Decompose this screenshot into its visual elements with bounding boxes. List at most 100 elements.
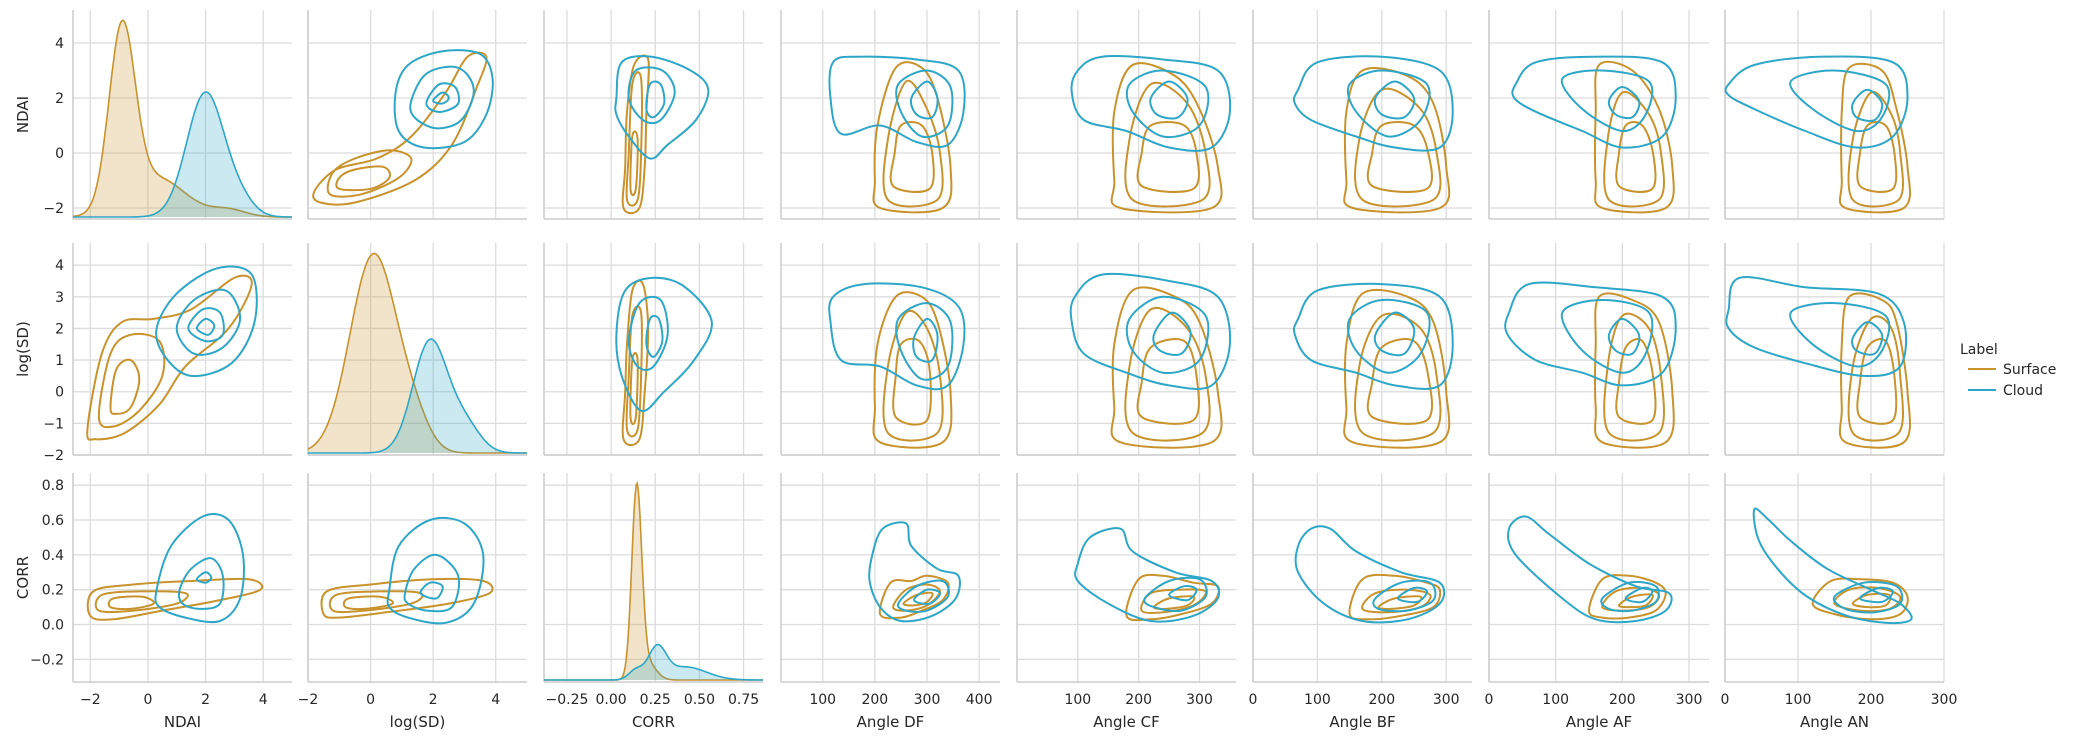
contour-cloud [409,65,475,130]
x-tick-label: 300 [1186,692,1213,708]
y-tick-label: 2 [55,91,64,107]
y-tick-label: 0.8 [42,478,64,494]
contour-cloud [403,553,461,613]
contour-cloud [419,581,444,600]
contour-surface [1838,62,1911,214]
x-tick-label: 0.00 [596,692,627,708]
contour-cloud [1511,55,1677,149]
x-axis-label: Angle DF [857,713,925,731]
panel-r2-c0 [72,473,292,683]
contour-surface [320,577,494,619]
contour-surface [1354,312,1442,442]
contour-surface [625,71,643,207]
x-tick-label: 2 [201,692,210,708]
contour-surface [342,595,395,611]
legend-label-cloud: Cloud [2003,383,2043,399]
contour-cloud [828,282,966,391]
contour-surface [889,121,935,193]
y-tick-label: 2 [55,321,64,337]
contour-surface [1838,292,1911,449]
contour-cloud [1373,80,1416,120]
contour-cloud [195,571,213,584]
x-tick-label: 0 [1721,692,1730,708]
x-tick-label: 4 [491,692,500,708]
x-tick-label: 0.75 [728,692,759,708]
contour-cloud [1294,525,1446,624]
contour-cloud [1292,282,1454,390]
y-tick-label: 0.2 [42,583,64,599]
contour-cloud [1624,586,1654,604]
y-tick-label: 0.4 [42,548,64,564]
y-tick-label: −2 [43,448,64,464]
kde-fill-surface [73,20,292,218]
x-tick-label: 0 [143,692,152,708]
contour-surface [1833,586,1902,613]
contour-cloud [154,513,245,624]
contour-cloud [1607,317,1641,356]
contour-surface [1594,60,1675,214]
panel-r1-c6 [1488,243,1709,456]
contour-surface [892,337,932,426]
contour-cloud [1373,311,1416,357]
contour-cloud [1372,579,1437,613]
x-tick-label: −0.25 [546,692,589,708]
contour-surface [1366,338,1433,425]
contour-surface [97,332,166,429]
x-tick-label: 0 [1249,692,1258,708]
contour-cloud [195,317,216,336]
x-axis-label: Angle CF [1093,713,1160,731]
panel-r1-c5 [1252,243,1472,456]
x-tick-label: 200 [861,692,888,708]
kde-fill-cloud [544,644,763,680]
contour-cloud [645,80,666,119]
contour-cloud [1346,298,1431,374]
y-tick-label: 0.0 [42,618,64,634]
contour-surface [1603,90,1665,208]
x-tick-label: 300 [1433,692,1460,708]
contour-cloud [896,579,950,613]
y-tick-label: 0 [55,146,64,162]
contour-surface [882,309,944,442]
y-tick-label: 0.6 [42,513,64,529]
panel-r2-c3 [780,473,1000,683]
contour-surface [1343,67,1451,214]
contour-surface [1847,90,1904,208]
contour-cloud [1152,311,1192,357]
contour-cloud [913,588,941,605]
contour-surface [1152,595,1196,610]
y-tick-label: 3 [55,290,64,306]
contour-surface [1124,81,1211,208]
legend-label-surface: Surface [2003,362,2056,378]
contour-cloud [1859,586,1894,604]
contour-surface [107,595,156,611]
contour-cloud [155,265,258,378]
x-tick-label: 200 [1858,692,1885,708]
x-tick-label: −2 [298,692,319,708]
contour-cloud [912,317,939,363]
contour-surface [1615,121,1657,193]
x-tick-label: 0.50 [684,692,715,708]
y-tick-label: −2 [43,201,64,217]
contour-surface [326,149,413,198]
kde-fill-cloud [308,339,527,453]
contour-cloud [1143,576,1208,613]
x-tick-label: 0 [1485,692,1494,708]
x-tick-label: 4 [259,692,268,708]
x-tick-label: 100 [1542,692,1569,708]
contour-cloud [828,55,966,148]
contour-cloud [627,66,676,125]
contour-surface [94,590,189,614]
x-tick-label: 100 [809,692,836,708]
x-tick-label: 200 [1368,692,1395,708]
y-tick-label: 4 [55,36,64,52]
y-axis-label: NDAI [14,96,32,133]
contour-cloud [1752,507,1913,625]
contour-surface [872,61,953,214]
panel-r1-c2 [543,243,763,456]
legend: Label Surface Cloud [1960,342,2056,399]
contour-surface [109,358,141,415]
panel-r1-c1 [307,243,527,456]
contour-cloud [1125,69,1210,139]
contour-surface [621,279,650,447]
panel-r2-c5 [1252,473,1472,683]
